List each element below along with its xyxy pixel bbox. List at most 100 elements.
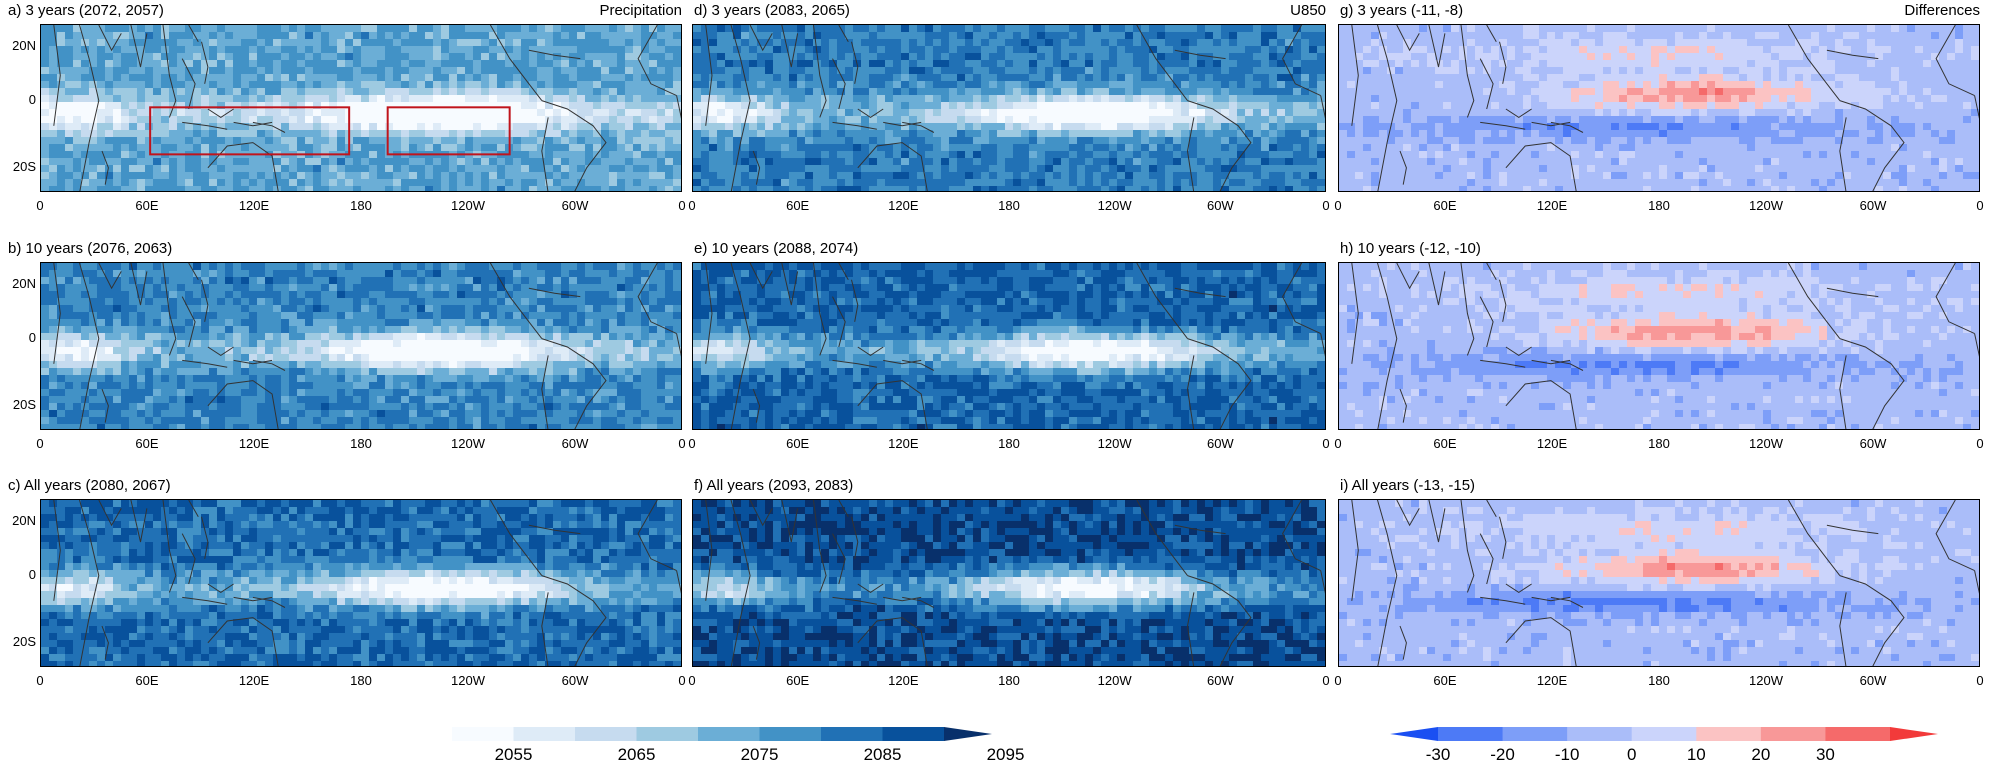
longitude-label: 120W — [451, 673, 485, 688]
colorbar-tick-label: 30 — [1815, 745, 1835, 764]
colorbar-tick-label: 2055 — [494, 745, 533, 764]
colorbar-tick-label: 0 — [1626, 745, 1637, 764]
longitude-label: 120W — [1749, 673, 1783, 688]
longitude-label: 0 — [678, 673, 686, 688]
colorbar-swatch — [1760, 727, 1826, 741]
colorbar-swatch — [1631, 727, 1697, 741]
latitude-label: 0 — [28, 566, 36, 582]
longitude-label: 120E — [238, 436, 270, 451]
latitude-label: 20S — [12, 158, 36, 174]
field-cells — [41, 500, 681, 666]
longitude-label: 60W — [1206, 673, 1234, 688]
longitude-label: 120W — [451, 198, 485, 213]
longitude-label: 180 — [350, 436, 372, 451]
coastline — [705, 25, 1325, 191]
field-cells — [41, 25, 681, 191]
longitude-label: 0 — [678, 198, 686, 213]
colorbar-swatch — [882, 727, 945, 741]
colorbar-swatch — [452, 727, 514, 741]
longitude-label: 120E — [238, 673, 270, 688]
longitude-label: 120W — [451, 436, 485, 451]
colorbar-swatch — [821, 727, 883, 741]
longitude-label: 180 — [998, 436, 1020, 451]
longitude-label: 60W — [561, 198, 589, 213]
longitude-label: 180 — [998, 673, 1020, 688]
longitude-label: 0 — [688, 673, 696, 688]
longitude-label: 60E — [135, 198, 159, 213]
colorbar-tick-label: 2085 — [863, 745, 902, 764]
longitude-label: 120W — [1749, 436, 1783, 451]
colorbar-tick-label: 2075 — [740, 745, 779, 764]
difference-colorbar — [1390, 727, 1938, 741]
map-field — [40, 499, 682, 667]
coastline — [705, 263, 1325, 429]
longitude-label: 0 — [1322, 198, 1330, 213]
coastline — [53, 500, 681, 666]
colorbar-swatch — [1502, 727, 1568, 741]
longitude-label: 60W — [561, 436, 589, 451]
longitude-label: 120E — [888, 673, 919, 688]
colorbar-tick-label: -20 — [1490, 745, 1515, 764]
longitude-label: 0 — [1976, 436, 1984, 451]
precip-colorbar — [452, 727, 992, 741]
longitude-label: 60E — [786, 198, 810, 213]
longitude-label: 60E — [1433, 198, 1457, 213]
longitude-label: 60W — [1206, 198, 1234, 213]
colorbar-swatch — [698, 727, 760, 741]
longitude-label: 0 — [1976, 198, 1984, 213]
longitude-label: 120E — [888, 198, 919, 213]
colorbar-tick-label: 2095 — [986, 745, 1025, 764]
coastline — [705, 500, 1325, 666]
longitude-label: 120E — [238, 198, 270, 213]
map-field — [40, 262, 682, 430]
longitude-label: 0 — [1334, 198, 1342, 213]
colorbar-swatch — [1438, 727, 1504, 741]
field-cells — [1339, 263, 1979, 429]
region-box — [386, 106, 511, 156]
region-box — [149, 106, 351, 156]
longitude-label: 120E — [1536, 198, 1568, 213]
latitude-label: 0 — [28, 329, 36, 345]
colorbar-swatch — [1696, 727, 1762, 741]
field-cells — [1339, 25, 1979, 191]
colorbar-swatch — [1390, 727, 1438, 741]
colorbar-tick-label: 10 — [1686, 745, 1706, 764]
coastline — [53, 25, 681, 191]
longitude-label: 0 — [1322, 673, 1330, 688]
variable-header: Precipitation — [599, 2, 682, 19]
panel-title: g) 3 years (-11, -8) — [1340, 2, 1464, 19]
longitude-label: 120W — [1749, 198, 1783, 213]
colorbar-swatch — [944, 727, 992, 741]
longitude-label: 180 — [350, 198, 372, 213]
longitude-label: 0 — [1334, 673, 1342, 688]
panel-title: e) 10 years (2088, 2074) — [694, 240, 859, 257]
longitude-label: 0 — [1976, 673, 1984, 688]
longitude-label: 60W — [561, 673, 589, 688]
colorbar-tick-label: -30 — [1425, 745, 1451, 764]
longitude-label: 60W — [1859, 198, 1887, 213]
longitude-label: 180 — [350, 673, 372, 688]
longitude-label: 60E — [786, 436, 810, 451]
colorbar-tick-label: 2065 — [617, 745, 656, 764]
map-field — [692, 262, 1326, 430]
latitude-label: 20S — [12, 633, 36, 649]
panel-title: a) 3 years (2072, 2057) — [8, 2, 164, 19]
longitude-label: 0 — [36, 436, 44, 451]
coastline — [1351, 25, 1979, 191]
panel-title: i) All years (-13, -15) — [1340, 477, 1476, 494]
colorbar-swatch — [513, 727, 576, 741]
colorbar-swatch — [1890, 727, 1938, 741]
longitude-label: 60E — [1433, 436, 1457, 451]
longitude-label: 0 — [688, 436, 696, 451]
longitude-label: 60E — [135, 673, 159, 688]
map-field — [692, 499, 1326, 667]
longitude-label: 180 — [1648, 436, 1670, 451]
longitude-label: 60E — [135, 436, 159, 451]
colorbar-tick-label: -10 — [1554, 745, 1580, 764]
longitude-label: 120W — [1097, 436, 1132, 451]
longitude-label: 60E — [1433, 673, 1457, 688]
colorbar-tick-label: 20 — [1751, 745, 1771, 764]
panel-title: b) 10 years (2076, 2063) — [8, 240, 173, 257]
field-cells — [41, 263, 681, 429]
panel-title: c) All years (2080, 2067) — [8, 477, 171, 494]
